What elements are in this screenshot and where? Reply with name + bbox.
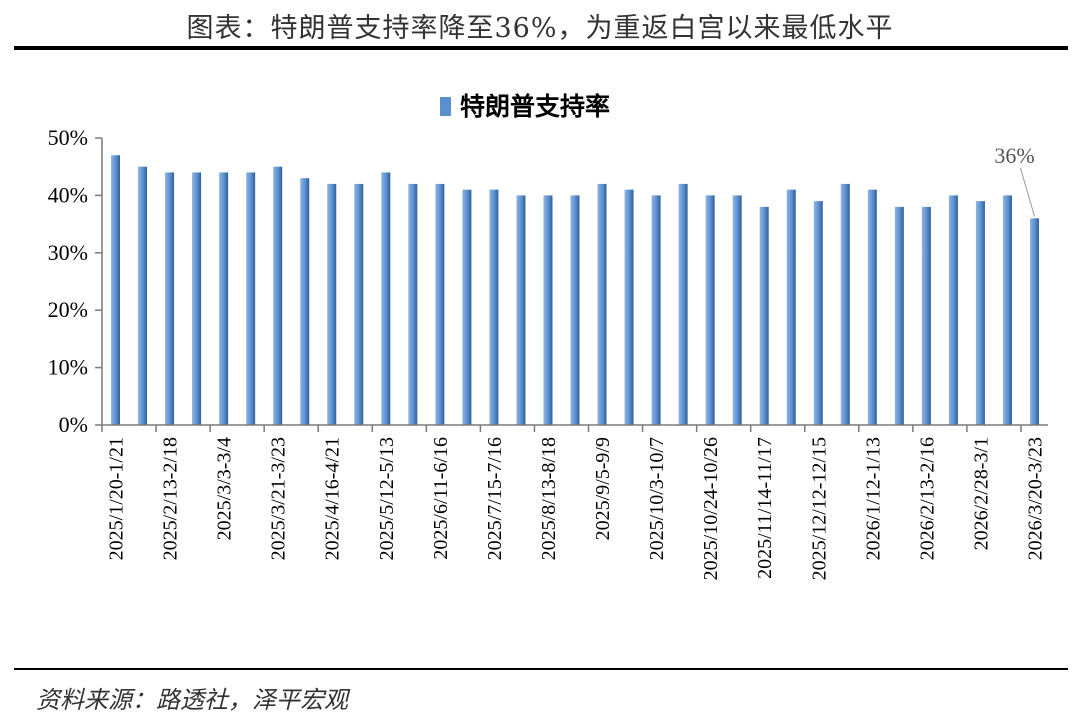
legend-swatch: [440, 97, 451, 116]
bar: [381, 172, 391, 425]
x-tick-label: 2025/12/12-12/15: [808, 437, 830, 580]
bar: [570, 195, 580, 425]
y-axis: 0% 10% 20% 30% 40% 50%: [48, 125, 103, 437]
bar: [624, 189, 634, 425]
x-tick-label: 2025/7/15-7/16: [484, 437, 506, 560]
y-tick-label: 0%: [59, 412, 88, 437]
bar: [543, 195, 553, 425]
bar: [408, 183, 418, 425]
bar: [462, 189, 472, 425]
x-tick-label: 2026/2/28-3/1: [970, 437, 992, 550]
data-label: 36%: [994, 143, 1034, 168]
x-tick-label: 2025/3/21-3/23: [268, 437, 290, 560]
data-labels: 36%: [994, 143, 1035, 217]
x-tick-label: 2025/5/12-5/13: [376, 437, 398, 560]
bar: [732, 195, 742, 425]
x-tick-label: 2026/1/12-1/13: [862, 437, 884, 560]
bar: [597, 183, 607, 425]
bar: [894, 206, 904, 425]
x-tick-label: 2026/3/20-3/23: [1024, 437, 1046, 560]
bar: [786, 189, 796, 425]
bar: [165, 172, 175, 425]
bar: [489, 189, 499, 425]
bar: [327, 183, 337, 425]
bar: [678, 183, 688, 425]
bar: [300, 178, 310, 425]
bar: [138, 166, 148, 425]
bar: [840, 183, 850, 425]
y-tick-label: 50%: [48, 125, 88, 150]
bar: [651, 195, 661, 425]
bar: [759, 206, 769, 425]
bar: [948, 195, 958, 425]
bar: [219, 172, 229, 425]
x-tick-label: 2026/2/13-2/16: [916, 437, 938, 560]
x-tick-label: 2025/11/14-11/17: [754, 437, 776, 579]
x-tick-label: 2025/8/13-8/18: [538, 437, 560, 560]
x-tick-label: 2025/10/24-10/26: [700, 437, 722, 580]
x-tick-label: 2025/1/20-1/21: [106, 437, 128, 560]
bar: [705, 195, 715, 425]
chart-legend: 特朗普支持率: [440, 92, 610, 121]
x-tick-label: 2025/9/5-9/9: [592, 437, 614, 540]
bars: [111, 155, 1039, 425]
bar: [813, 201, 823, 425]
page-title: 图表：特朗普支持率降至36%，为重返白宫以来最低水平: [186, 13, 894, 44]
source-note: 资料来源：路透社，泽平宏观: [36, 686, 348, 714]
title-rule: [14, 46, 1068, 50]
x-tick-label: 2025/6/11-6/16: [430, 437, 452, 560]
data-label-leader: [1020, 167, 1035, 217]
y-tick-label: 40%: [48, 182, 88, 207]
bar: [246, 172, 256, 425]
source-rule: [14, 668, 1068, 670]
x-tick-label: 2025/2/13-2/18: [160, 437, 182, 560]
x-axis: 2025/1/20-1/21 2025/2/13-2/18 2025/3/3-3/4…: [101, 424, 1048, 580]
bar: [435, 183, 445, 425]
bar: [111, 155, 121, 425]
bar: [354, 183, 364, 425]
bar: [273, 166, 283, 425]
y-tick-label: 30%: [48, 240, 88, 265]
x-tick-label: 2025/4/16-4/21: [322, 437, 344, 560]
bar: [975, 201, 985, 425]
x-tick-label: 2025/3/3-3/4: [214, 437, 236, 540]
bar: [1002, 195, 1012, 425]
bar: [192, 172, 202, 425]
x-tick-label: 2025/10/3-10/7: [646, 437, 668, 560]
legend-label: 特朗普支持率: [460, 92, 610, 121]
bar: [1029, 218, 1039, 425]
y-tick-label: 20%: [48, 297, 88, 322]
bar: [867, 189, 877, 425]
bar: [921, 206, 931, 425]
y-tick-label: 10%: [48, 355, 88, 380]
bar: [516, 195, 526, 425]
